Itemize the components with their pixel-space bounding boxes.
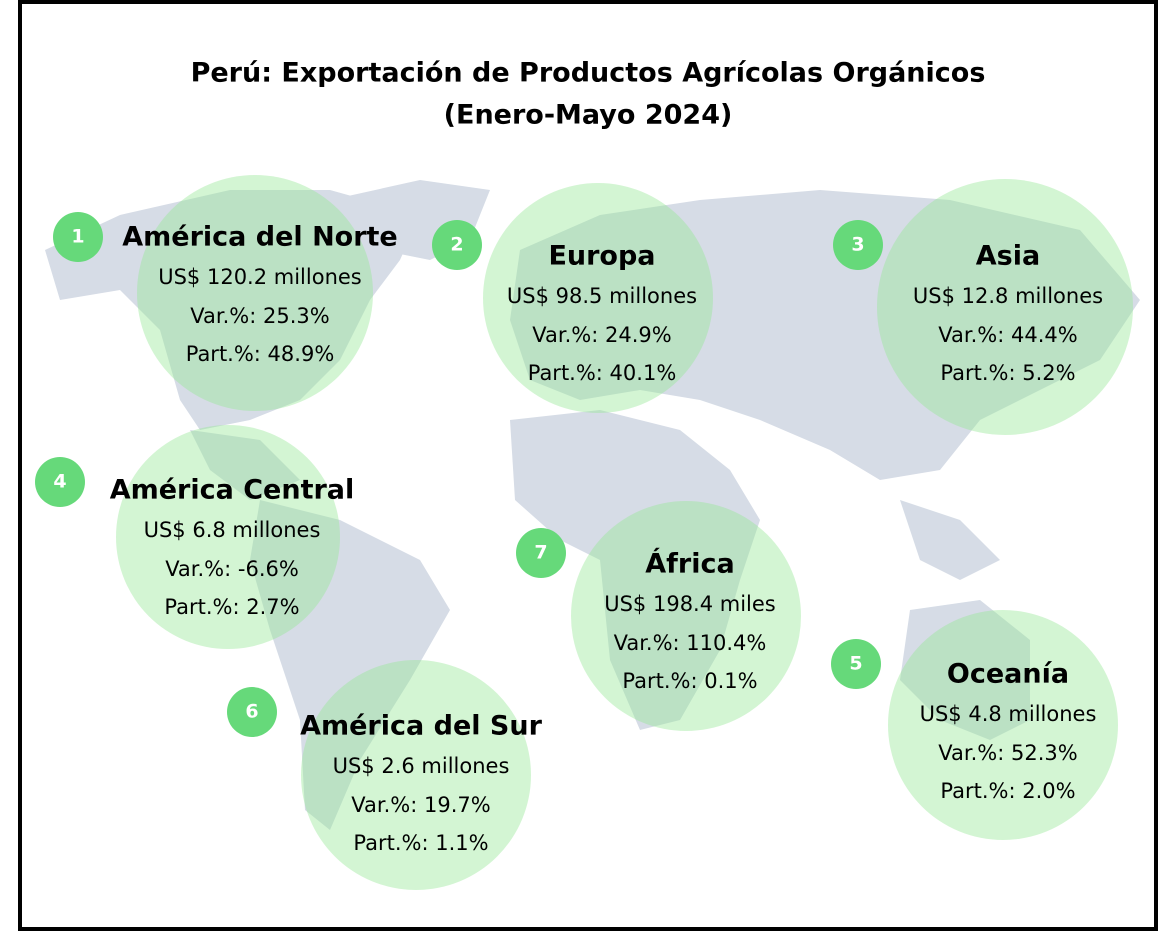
badge bbox=[831, 639, 881, 689]
region-name: Oceanía bbox=[947, 659, 1069, 690]
region-amount: US$ 6.8 millones bbox=[144, 518, 321, 542]
region-name: Europa bbox=[548, 241, 655, 272]
region-name: Asia bbox=[976, 241, 1040, 272]
badge-number: 4 bbox=[53, 471, 66, 493]
badge-number: 2 bbox=[450, 234, 463, 256]
region-share: Part.%: 2.7% bbox=[164, 595, 299, 619]
region-circle bbox=[137, 175, 373, 411]
region-variation: Var.%: 52.3% bbox=[938, 741, 1077, 765]
region-circle bbox=[571, 501, 801, 731]
region-share: Part.%: 2.0% bbox=[940, 779, 1075, 803]
world-map bbox=[45, 180, 1140, 830]
region-variation: Var.%: 44.4% bbox=[938, 323, 1077, 347]
region-name: América del Sur bbox=[300, 711, 542, 742]
region-variation: Var.%: 24.9% bbox=[532, 323, 671, 347]
region-name: América Central bbox=[110, 475, 355, 506]
badge-number: 7 bbox=[534, 542, 547, 564]
region-amount: US$ 4.8 millones bbox=[920, 702, 1097, 726]
region-amount: US$ 98.5 millones bbox=[507, 284, 697, 308]
region-circle bbox=[116, 425, 340, 649]
badge bbox=[833, 220, 883, 270]
badge bbox=[53, 212, 103, 262]
badge-number: 1 bbox=[71, 226, 84, 248]
title-line: (Enero-Mayo 2024) bbox=[444, 100, 733, 131]
region-amount: US$ 2.6 millones bbox=[333, 754, 510, 778]
region-share: Part.%: 1.1% bbox=[353, 831, 488, 855]
badge bbox=[516, 528, 566, 578]
region-name: África bbox=[645, 548, 734, 580]
region-circle bbox=[483, 183, 713, 413]
region-circle bbox=[301, 660, 531, 890]
title-line: Perú: Exportación de Productos Agrícolas… bbox=[191, 58, 986, 89]
region-variation: Var.%: -6.6% bbox=[165, 557, 299, 581]
region-name: América del Norte bbox=[122, 222, 398, 253]
badge bbox=[35, 457, 85, 507]
badge-number: 6 bbox=[245, 701, 258, 723]
badge-number: 3 bbox=[851, 234, 864, 256]
region-variation: Var.%: 19.7% bbox=[351, 793, 490, 817]
region-share: Part.%: 48.9% bbox=[186, 342, 335, 366]
region-circle bbox=[877, 179, 1133, 435]
region-share: Part.%: 40.1% bbox=[528, 361, 677, 385]
region-variation: Var.%: 110.4% bbox=[614, 631, 767, 655]
region-amount: US$ 198.4 miles bbox=[604, 592, 776, 616]
region-circle bbox=[888, 610, 1118, 840]
badge bbox=[432, 220, 482, 270]
badge bbox=[227, 687, 277, 737]
region-amount: US$ 12.8 millones bbox=[913, 284, 1103, 308]
region-share: Part.%: 0.1% bbox=[622, 669, 757, 693]
badge-number: 5 bbox=[849, 653, 862, 675]
region-share: Part.%: 5.2% bbox=[940, 361, 1075, 385]
region-variation: Var.%: 25.3% bbox=[190, 304, 329, 328]
region-amount: US$ 120.2 millones bbox=[158, 265, 362, 289]
